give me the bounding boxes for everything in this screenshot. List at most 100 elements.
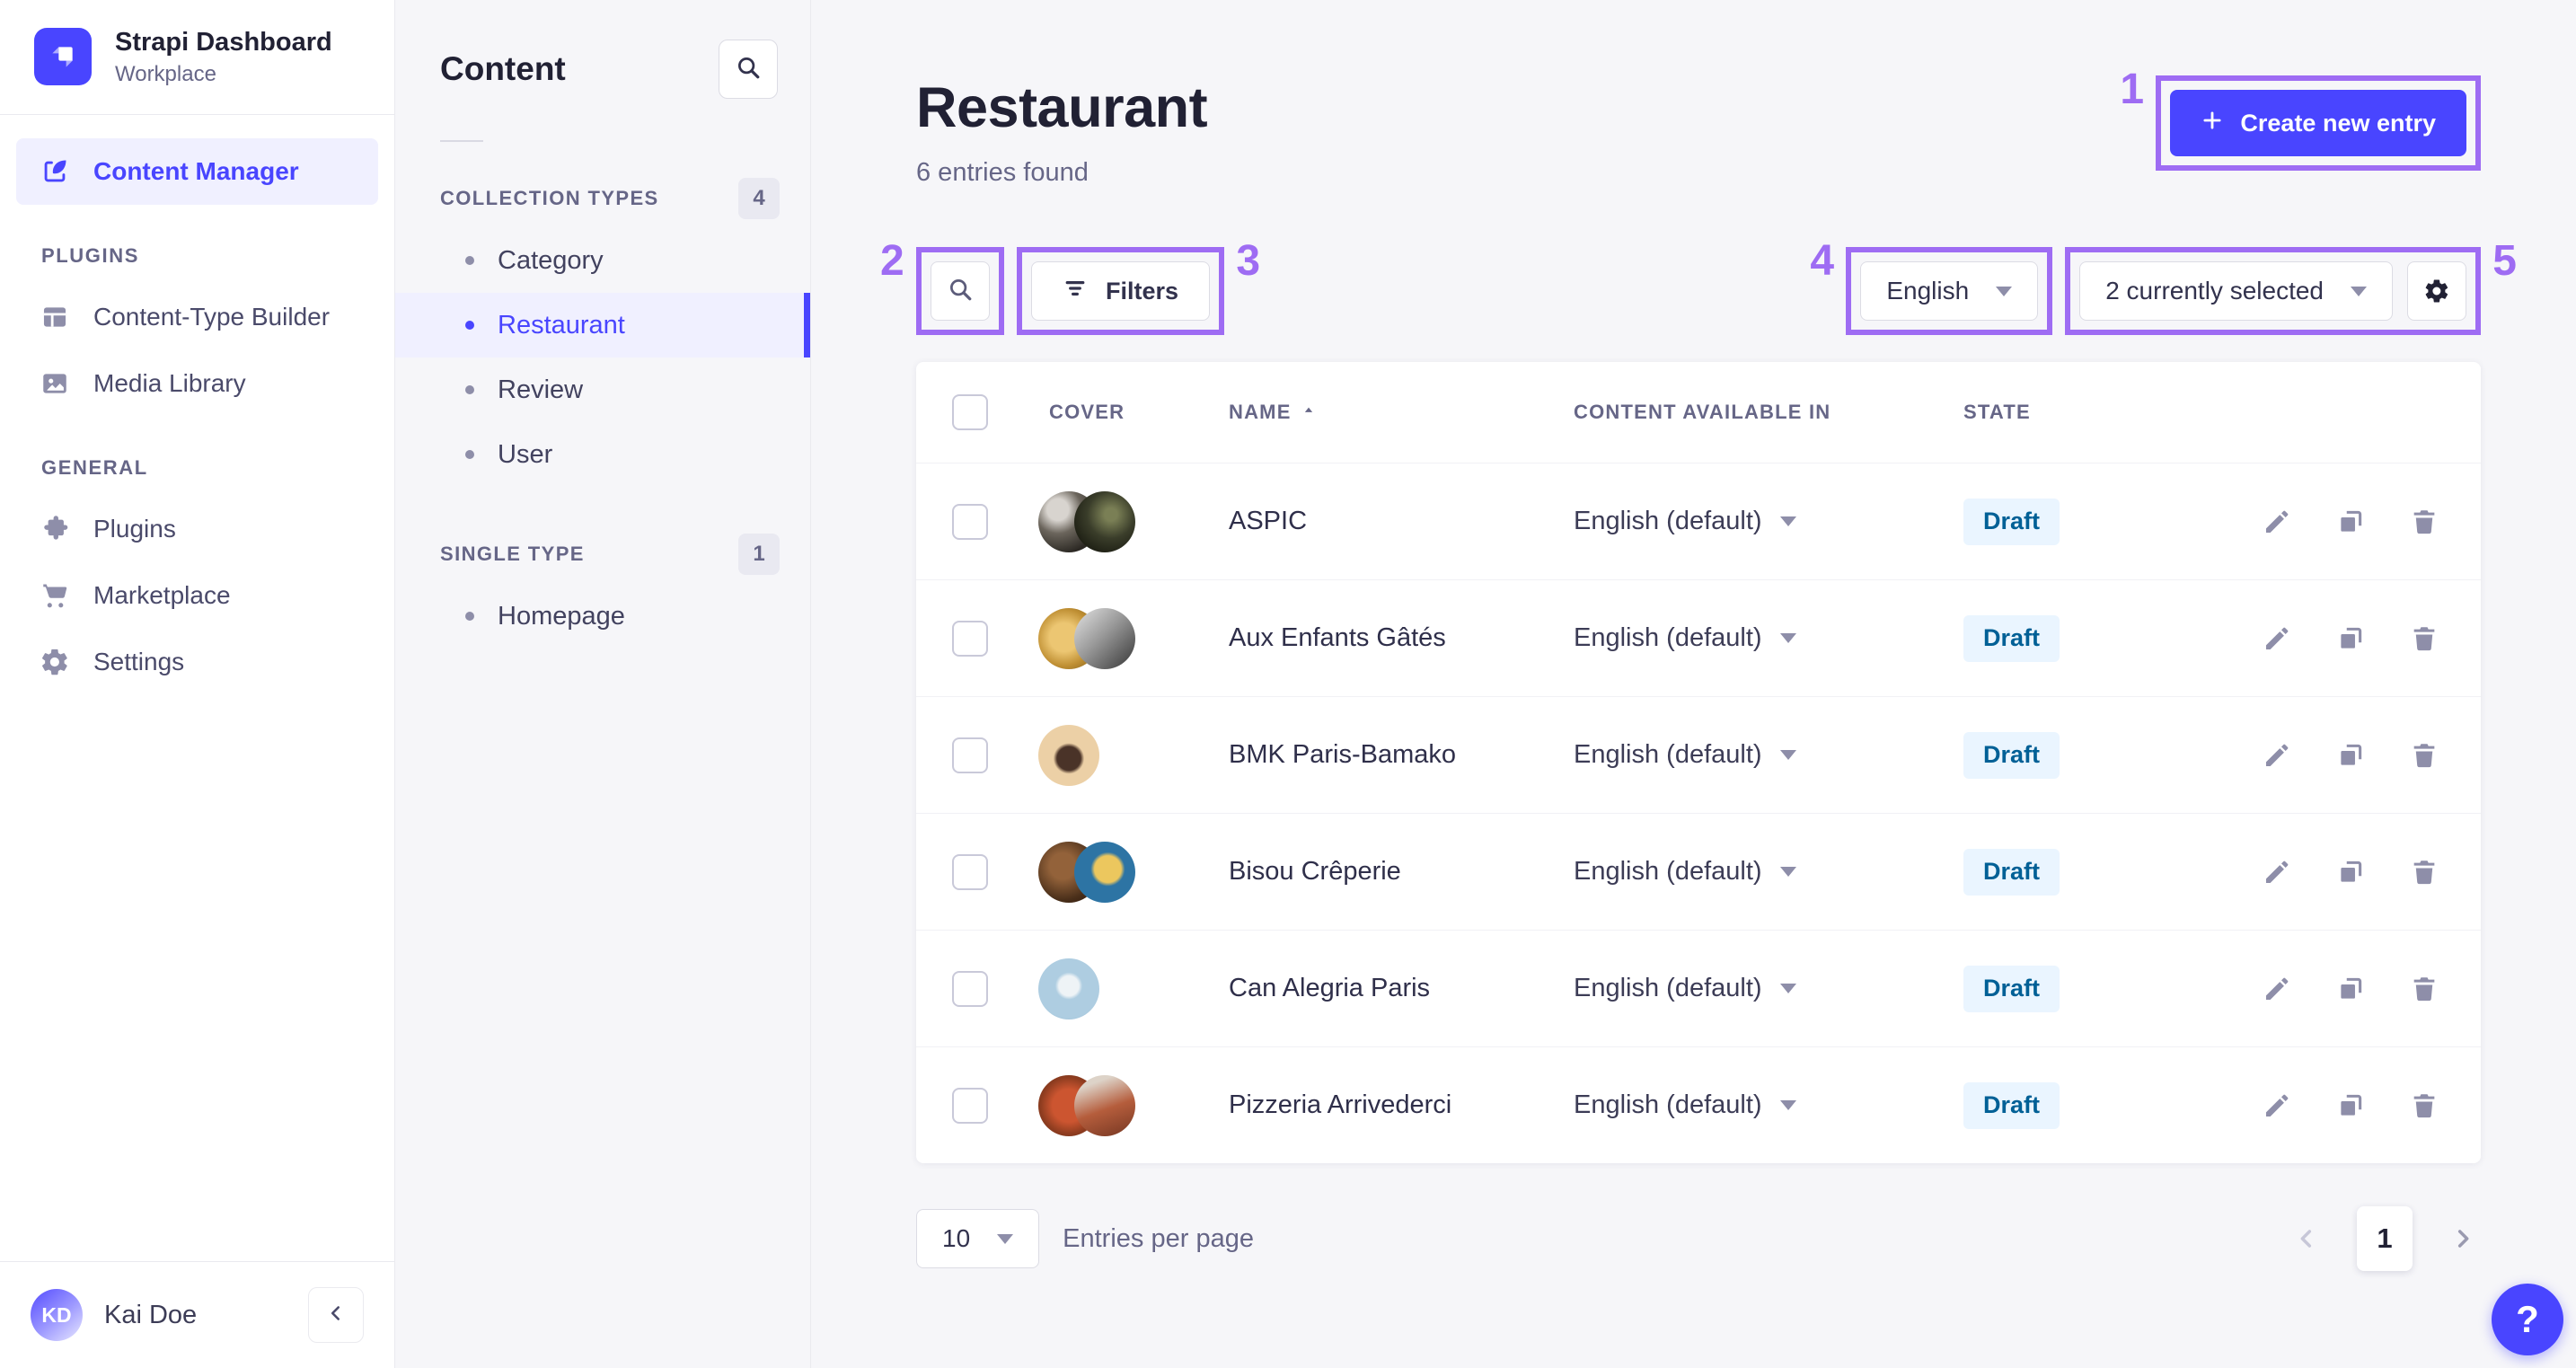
sidebar-nav: Content Manager PLUGINS Content-Type Bui… — [0, 115, 394, 695]
cover-thumbnails — [1017, 490, 1229, 552]
chevron-down-icon — [2351, 286, 2367, 296]
locale-dropdown[interactable]: English (default) — [1574, 623, 1963, 653]
entry-name[interactable]: Can Alegria Paris — [1229, 974, 1431, 1002]
entry-name[interactable]: BMK Paris-Bamako — [1229, 740, 1457, 769]
delete-button[interactable] — [2407, 855, 2441, 889]
sidebar-footer: KD Kai Doe — [0, 1261, 394, 1368]
chevron-down-icon — [1996, 286, 2013, 296]
row-checkbox[interactable] — [952, 853, 988, 890]
edit-button[interactable] — [2260, 738, 2294, 772]
locale-dropdown[interactable]: English (default) — [1574, 740, 1963, 770]
search-icon — [735, 54, 762, 85]
feather-edit-icon — [40, 156, 70, 187]
subnav-item-category[interactable]: Category — [395, 228, 810, 293]
next-page-button[interactable] — [2445, 1221, 2481, 1257]
cover-photo — [1038, 724, 1099, 786]
edit-button[interactable] — [2260, 505, 2294, 539]
row-checkbox[interactable] — [952, 737, 988, 773]
sidebar-section-general: GENERAL — [41, 455, 148, 479]
delete-button[interactable] — [2407, 972, 2441, 1006]
column-header-state: STATE — [1963, 401, 2031, 423]
chevron-left-icon — [324, 1302, 348, 1329]
avatar[interactable]: KD — [31, 1289, 83, 1341]
gear-icon — [2423, 278, 2450, 304]
locale-dropdown[interactable]: English (default) — [1574, 507, 1963, 536]
table-row: BMK Paris-Bamako English (default) Draft — [916, 696, 2481, 813]
create-new-entry-button[interactable]: Create new entry — [2170, 90, 2466, 156]
sidebar-item-marketplace[interactable]: Marketplace — [16, 562, 378, 629]
delete-button[interactable] — [2407, 622, 2441, 656]
page-size-select[interactable]: 10 — [916, 1209, 1040, 1268]
edit-button[interactable] — [2260, 855, 2294, 889]
main-sidebar: Strapi Dashboard Workplace Content Manag… — [0, 0, 395, 1368]
status-badge: Draft — [1963, 498, 2060, 545]
delete-button[interactable] — [2407, 505, 2441, 539]
row-checkbox[interactable] — [952, 970, 988, 1007]
duplicate-button[interactable] — [2333, 972, 2368, 1006]
subnav-item-homepage[interactable]: Homepage — [395, 584, 810, 649]
subnav-item-label: Homepage — [498, 601, 625, 631]
view-settings-button[interactable] — [2407, 261, 2466, 321]
duplicate-button[interactable] — [2333, 505, 2368, 539]
subnav-item-user[interactable]: User — [395, 422, 810, 487]
row-checkbox[interactable] — [952, 503, 988, 540]
table-search-button[interactable] — [931, 261, 990, 321]
entry-name[interactable]: Bisou Crêperie — [1229, 857, 1401, 886]
subnav-item-restaurant[interactable]: Restaurant — [395, 293, 810, 357]
sidebar-item-settings[interactable]: Settings — [16, 629, 378, 695]
subnav-item-label: Restaurant — [498, 310, 625, 340]
collapse-sidebar-button[interactable] — [308, 1287, 364, 1343]
sidebar-item-media-library[interactable]: Media Library — [16, 350, 378, 417]
edit-button[interactable] — [2260, 622, 2294, 656]
annotation-box-4: 4 English — [1810, 240, 2053, 335]
chevron-down-icon — [1779, 1100, 1796, 1110]
divider — [440, 140, 483, 142]
subnav-item-review[interactable]: Review — [395, 357, 810, 422]
annotation-box-2: 2 — [880, 240, 1004, 335]
duplicate-button[interactable] — [2333, 855, 2368, 889]
puzzle-icon — [40, 514, 70, 544]
bullet-icon — [465, 612, 474, 621]
delete-button[interactable] — [2407, 738, 2441, 772]
duplicate-button[interactable] — [2333, 622, 2368, 656]
locale-select[interactable]: English — [1860, 261, 2039, 321]
workspace-brand[interactable]: Strapi Dashboard Workplace — [0, 0, 394, 115]
page-number-button[interactable]: 1 — [2357, 1206, 2413, 1271]
sidebar-item-plugins[interactable]: Plugins — [16, 496, 378, 562]
duplicate-button[interactable] — [2333, 738, 2368, 772]
fields-select[interactable]: 2 currently selected — [2079, 261, 2393, 321]
single-type-count-badge: 1 — [738, 534, 780, 575]
delete-button[interactable] — [2407, 1089, 2441, 1123]
locale-dropdown[interactable]: English (default) — [1574, 857, 1963, 887]
table-row: Pizzeria Arrivederci English (default) D… — [916, 1046, 2481, 1163]
cover-thumbnails — [1017, 607, 1229, 669]
locale-select-value: English — [1886, 277, 1970, 304]
filters-label: Filters — [1106, 277, 1179, 304]
help-button[interactable]: ? — [2492, 1284, 2563, 1355]
previous-page-button[interactable] — [2289, 1221, 2325, 1257]
locale-dropdown[interactable]: English (default) — [1574, 974, 1963, 1003]
filters-button[interactable]: Filters — [1031, 261, 1211, 321]
select-all-checkbox[interactable] — [952, 394, 988, 430]
row-checkbox[interactable] — [952, 1087, 988, 1124]
column-header-name[interactable]: NAME — [1229, 401, 1574, 424]
duplicate-button[interactable] — [2333, 1089, 2368, 1123]
cover-photo — [1074, 490, 1135, 552]
annotation-number-1: 1 — [2120, 66, 2145, 113]
layout-icon — [40, 302, 70, 332]
sidebar-item-content-manager[interactable]: Content Manager — [16, 137, 378, 205]
annotation-box-3: 3 Filters — [1017, 240, 1260, 335]
sidebar-item-content-type-builder[interactable]: Content-Type Builder — [16, 284, 378, 350]
row-checkbox[interactable] — [952, 620, 988, 657]
sidebar-item-label: Plugins — [93, 514, 176, 543]
edit-button[interactable] — [2260, 972, 2294, 1006]
entries-count: 6 entries found — [916, 158, 1089, 187]
entry-name[interactable]: ASPIC — [1229, 507, 1308, 535]
table-row: Bisou Crêperie English (default) Draft — [916, 813, 2481, 930]
cover-photo — [1074, 607, 1135, 669]
entry-name[interactable]: Aux Enfants Gâtés — [1229, 623, 1446, 652]
entry-name[interactable]: Pizzeria Arrivederci — [1229, 1090, 1452, 1119]
subnav-search-button[interactable] — [719, 40, 778, 99]
edit-button[interactable] — [2260, 1089, 2294, 1123]
locale-dropdown[interactable]: English (default) — [1574, 1090, 1963, 1120]
